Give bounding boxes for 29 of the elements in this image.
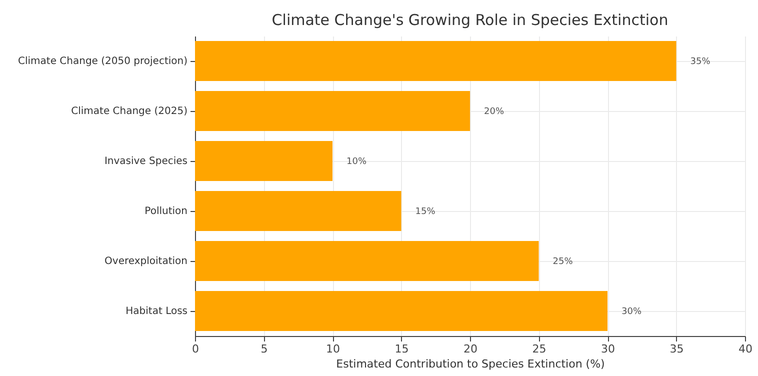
y-tick-label: Climate Change (2050 projection) (18, 56, 188, 67)
chart-title: Climate Change's Growing Role in Species Extinction (272, 11, 668, 29)
x-tick-label: 10 (326, 342, 340, 356)
data-label: 20% (484, 107, 504, 117)
x-tick-label: 40 (738, 342, 752, 356)
x-tick-label: 35 (670, 342, 684, 356)
bar (195, 191, 402, 231)
x-tick-label: 5 (260, 342, 268, 356)
x-axis-title: Estimated Contribution to Species Extinction (%) (336, 358, 605, 370)
x-tick-label: 0 (192, 342, 199, 356)
bar (195, 141, 332, 181)
bar (195, 241, 539, 281)
bar (195, 291, 608, 331)
x-tick-label: 30 (601, 342, 615, 356)
y-tick-label: Invasive Species (104, 156, 188, 167)
x-tick-label: 20 (464, 342, 478, 356)
y-tick-label: Habitat Loss (126, 306, 188, 317)
y-tick-label: Pollution (144, 206, 188, 217)
bar (195, 91, 470, 131)
data-label: 30% (622, 307, 642, 317)
x-tick-label: 25 (532, 342, 546, 356)
bar (195, 41, 676, 81)
data-label: 25% (552, 257, 574, 267)
y-tick-label: Overexploitation (104, 256, 188, 267)
data-label: 10% (346, 157, 367, 167)
x-tick-label: 15 (394, 342, 409, 356)
y-tick-label: Climate Change (2025) (71, 106, 188, 117)
data-label: 35% (690, 57, 711, 67)
data-label: 15% (415, 207, 436, 217)
